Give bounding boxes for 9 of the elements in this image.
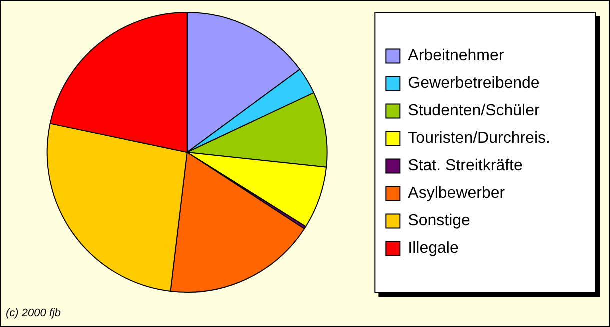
legend-label: Gewerbetreibende (408, 75, 576, 92)
legend-label: Stat. Streitkräfte (408, 158, 558, 175)
legend-label: Illegale (408, 240, 494, 258)
legend-label: Arbeitnehmer (408, 48, 540, 65)
legend-label: Studenten/Schüler (408, 102, 576, 120)
legend-label: Touristen/Durchreis. (408, 130, 586, 148)
text: (c) 2000 fjb (6, 308, 62, 320)
legend-label: Sonstige (408, 212, 506, 230)
legend-label: Asylbewerber (408, 185, 541, 202)
